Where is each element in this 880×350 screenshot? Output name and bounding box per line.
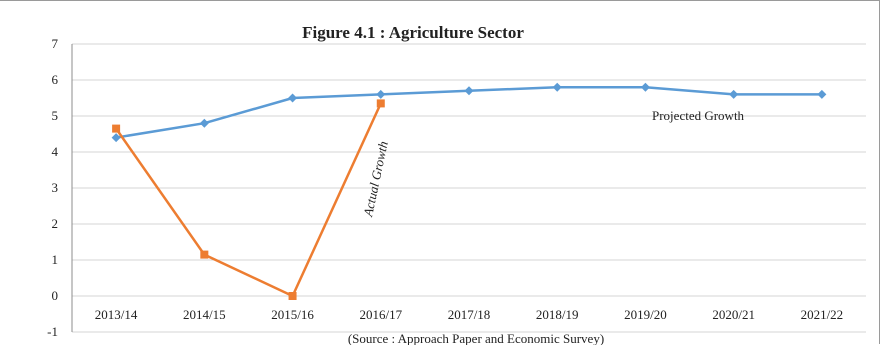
y-tick-label: 0: [52, 288, 59, 303]
x-tick-label: 2021/22: [801, 307, 844, 322]
series-layer: [111, 82, 827, 300]
source-note: (Source : Approach Paper and Economic Su…: [348, 331, 604, 345]
data-point-marker: [552, 82, 562, 92]
data-point-marker: [200, 250, 209, 259]
x-tick-label: 2013/14: [95, 307, 138, 322]
y-tick-label: 7: [52, 36, 59, 51]
y-tick-label: 2: [52, 216, 59, 231]
x-tick-labels: 2013/14 2014/15 2015/16 2016/17 2017/18 2018/…: [95, 307, 843, 322]
x-tick-label: 2020/21: [712, 307, 755, 322]
data-point-marker: [288, 93, 298, 103]
chart-title: Figure 4.1 : Agriculture Sector: [302, 23, 524, 42]
x-tick-label: 2016/17: [359, 307, 402, 322]
x-tick-label: 2015/16: [271, 307, 314, 322]
data-point-marker: [817, 89, 827, 99]
x-tick-label: 2014/15: [183, 307, 226, 322]
grid-lines: [72, 43, 866, 333]
y-tick-label: 4: [52, 144, 59, 159]
data-point-marker: [112, 124, 121, 133]
y-tick-label: 6: [52, 72, 59, 87]
data-point-marker: [376, 89, 386, 99]
y-tick-label: 3: [52, 180, 59, 195]
data-point-marker: [288, 292, 297, 300]
y-tick-labels: 7 6 5 4 3 2 1 0 -1: [47, 36, 58, 339]
data-point-marker: [199, 118, 209, 128]
data-point-marker: [111, 133, 121, 143]
data-point-marker: [729, 89, 739, 99]
x-tick-label: 2017/18: [448, 307, 491, 322]
data-point-marker: [376, 99, 385, 108]
y-tick-label: 5: [52, 108, 59, 123]
data-point-marker: [640, 82, 650, 92]
projected-growth-label: Projected Growth: [652, 108, 745, 123]
x-tick-label: 2019/20: [624, 307, 667, 322]
data-point-marker: [464, 86, 474, 96]
x-tick-label: 2018/19: [536, 307, 579, 322]
y-tick-label: 1: [52, 252, 59, 267]
y-tick-label: -1: [47, 324, 58, 339]
series-line-1: [114, 102, 383, 298]
